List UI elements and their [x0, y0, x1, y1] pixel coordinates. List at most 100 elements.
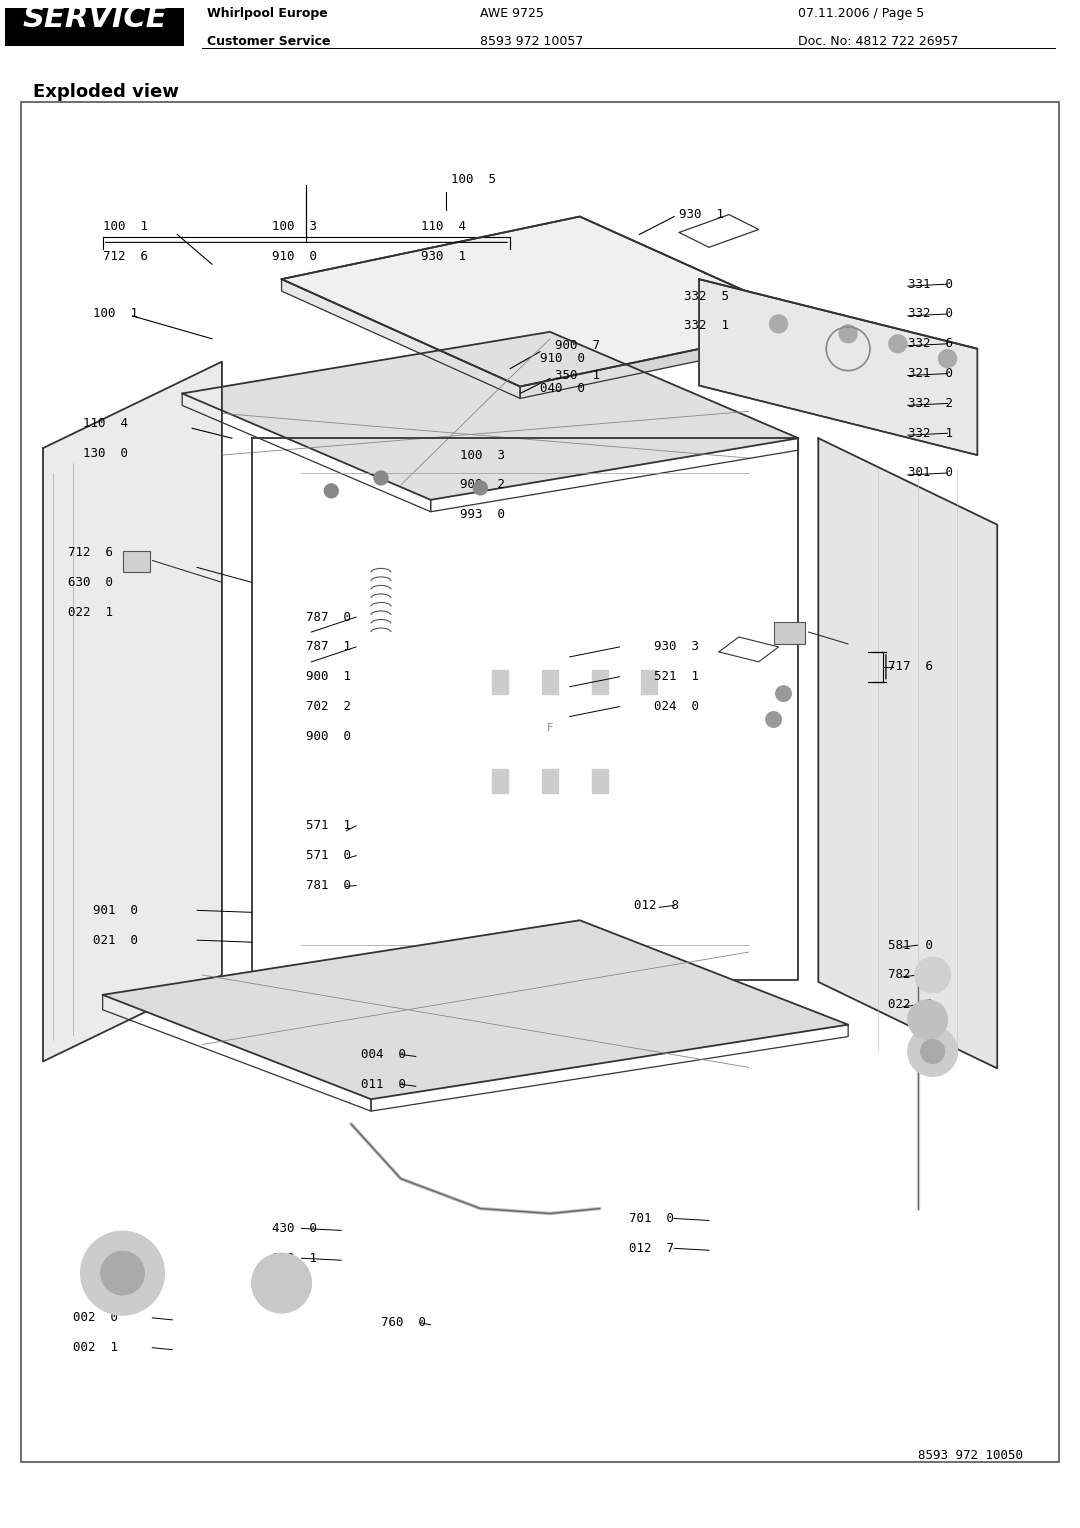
Text: 011  0: 011 0 — [361, 1077, 406, 1091]
Text: 712  6: 712 6 — [103, 249, 148, 263]
Bar — [642, 669, 658, 694]
Bar — [542, 669, 558, 694]
Circle shape — [100, 1251, 145, 1296]
Text: 332  0: 332 0 — [908, 307, 953, 321]
Text: 002  1: 002 1 — [72, 1342, 118, 1354]
Circle shape — [908, 1027, 958, 1076]
Text: 040  0: 040 0 — [540, 382, 585, 396]
Bar — [492, 669, 509, 694]
Text: 332  6: 332 6 — [908, 338, 953, 350]
Polygon shape — [103, 920, 848, 1099]
Bar — [22, 102, 1058, 1462]
Text: 100  3: 100 3 — [460, 449, 505, 461]
Text: 022  1: 022 1 — [68, 605, 112, 619]
Bar — [122, 550, 150, 573]
Circle shape — [324, 484, 338, 498]
Text: 100  1: 100 1 — [93, 307, 138, 321]
Text: Customer Service: Customer Service — [207, 35, 330, 47]
Text: 787  0: 787 0 — [307, 611, 351, 623]
Text: 901  0: 901 0 — [93, 905, 138, 917]
Text: 781  0: 781 0 — [307, 879, 351, 892]
Bar — [592, 669, 608, 694]
Text: 910  1: 910 1 — [272, 1251, 316, 1265]
Text: 930  1: 930 1 — [679, 208, 725, 222]
Text: 332  5: 332 5 — [684, 290, 729, 303]
Text: 331  0: 331 0 — [908, 278, 953, 290]
Circle shape — [915, 957, 950, 993]
Text: 782  0: 782 0 — [888, 969, 933, 981]
Text: 702  2: 702 2 — [307, 700, 351, 714]
Text: 8593 972 10050: 8593 972 10050 — [918, 1449, 1023, 1462]
Text: 900  7: 900 7 — [555, 339, 599, 353]
Text: 021  0: 021 0 — [93, 934, 138, 947]
Text: 910  0: 910 0 — [272, 249, 316, 263]
Text: 571  0: 571 0 — [307, 850, 351, 862]
Text: AWE 9725: AWE 9725 — [481, 8, 544, 20]
Text: 110  4: 110 4 — [421, 220, 465, 232]
Text: 301  0: 301 0 — [908, 466, 953, 480]
Polygon shape — [43, 362, 221, 1062]
Text: 717  6: 717 6 — [888, 660, 933, 674]
Circle shape — [770, 315, 787, 333]
Text: 022  0: 022 0 — [888, 998, 933, 1012]
Polygon shape — [252, 439, 798, 979]
Circle shape — [473, 481, 487, 495]
Text: 430  0: 430 0 — [272, 1222, 316, 1235]
Text: Whirlpool Europe: Whirlpool Europe — [207, 8, 327, 20]
Text: 900  1: 900 1 — [307, 671, 351, 683]
Bar — [773, 622, 806, 643]
Text: 993  0: 993 0 — [460, 509, 505, 521]
Text: 07.11.2006 / Page 5: 07.11.2006 / Page 5 — [798, 8, 924, 20]
Text: 930  1: 930 1 — [421, 249, 465, 263]
Text: 110  4: 110 4 — [83, 417, 127, 429]
FancyBboxPatch shape — [5, 0, 185, 46]
Text: 002  0: 002 0 — [72, 1311, 118, 1325]
Text: 024  0: 024 0 — [654, 700, 700, 714]
Text: 004  0: 004 0 — [361, 1048, 406, 1060]
Polygon shape — [819, 439, 997, 1068]
Text: 712  6: 712 6 — [68, 545, 112, 559]
Text: F: F — [546, 723, 553, 733]
Text: 701  0: 701 0 — [630, 1212, 674, 1225]
Text: 130  0: 130 0 — [83, 446, 127, 460]
Bar — [492, 769, 509, 793]
Text: Doc. No: 4812 722 26957: Doc. No: 4812 722 26957 — [798, 35, 959, 47]
Text: 910  0: 910 0 — [540, 351, 585, 365]
Circle shape — [889, 335, 907, 353]
Circle shape — [374, 471, 388, 484]
Polygon shape — [282, 217, 819, 387]
Text: Exploded view: Exploded view — [33, 84, 179, 101]
Text: SERVICE: SERVICE — [23, 3, 167, 32]
Circle shape — [939, 350, 957, 368]
Text: 321  0: 321 0 — [908, 367, 953, 380]
Circle shape — [766, 712, 782, 727]
Text: 012  8: 012 8 — [634, 898, 679, 912]
Text: 100  1: 100 1 — [103, 220, 148, 232]
Text: 581  0: 581 0 — [888, 938, 933, 952]
Circle shape — [839, 325, 858, 342]
Text: 332  1: 332 1 — [908, 426, 953, 440]
Polygon shape — [521, 324, 819, 399]
Text: 350  1: 350 1 — [555, 370, 599, 382]
Polygon shape — [699, 280, 977, 455]
Circle shape — [775, 686, 792, 701]
Text: 760  0: 760 0 — [381, 1316, 426, 1329]
Text: 100  3: 100 3 — [272, 220, 316, 232]
Text: 100  5: 100 5 — [450, 173, 496, 186]
Text: 332  1: 332 1 — [684, 319, 729, 333]
Polygon shape — [282, 280, 521, 399]
Text: 8593 972 10057: 8593 972 10057 — [481, 35, 583, 47]
Bar — [592, 769, 608, 793]
Text: 787  1: 787 1 — [307, 640, 351, 654]
Circle shape — [920, 1039, 945, 1063]
Text: 521  1: 521 1 — [654, 671, 700, 683]
Text: 900  0: 900 0 — [307, 730, 351, 743]
Bar — [542, 769, 558, 793]
Text: 930  3: 930 3 — [654, 640, 700, 654]
Circle shape — [81, 1232, 164, 1316]
Text: 571  1: 571 1 — [307, 819, 351, 833]
Circle shape — [908, 999, 947, 1039]
Text: 630  0: 630 0 — [68, 576, 112, 588]
Text: 332  2: 332 2 — [908, 397, 953, 410]
Text: 012  7: 012 7 — [630, 1242, 674, 1254]
